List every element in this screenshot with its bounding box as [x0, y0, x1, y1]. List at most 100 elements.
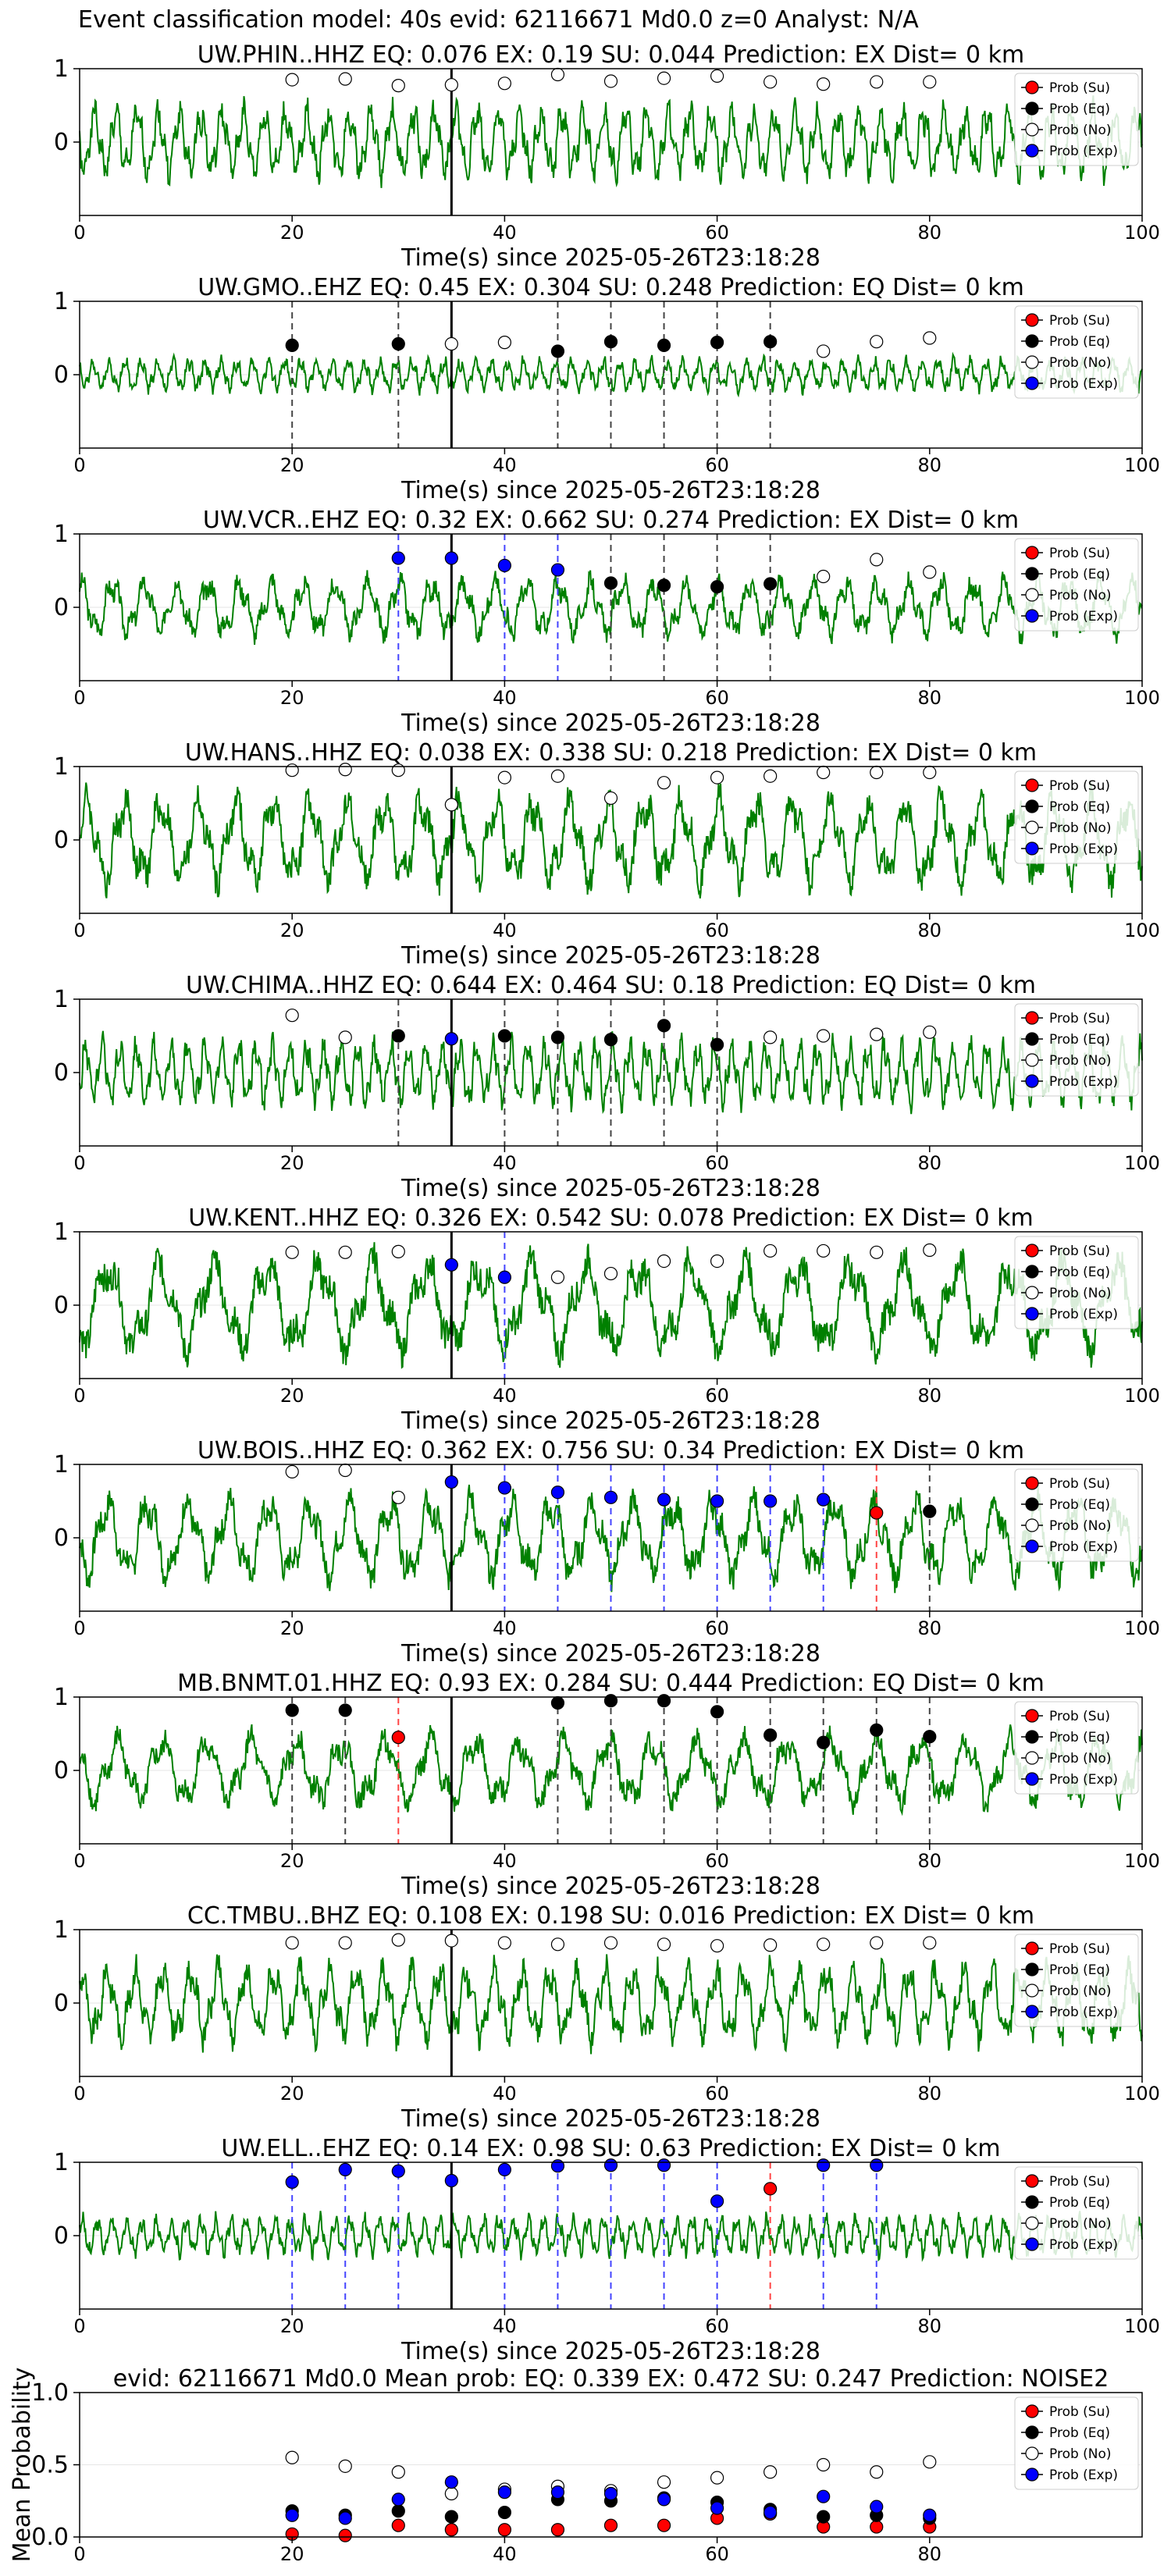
prob-marker-no — [657, 1254, 671, 1268]
legend-box — [1014, 1934, 1139, 2027]
mean-prob-marker-exp — [285, 2508, 299, 2522]
legend-box — [1014, 1701, 1139, 1795]
legend-label: Prob (Eq) — [1049, 2195, 1110, 2211]
mean-prob-marker-exp — [550, 2485, 565, 2500]
legend-label: Prob (No) — [1049, 2446, 1112, 2462]
prob-marker-eq — [603, 1033, 618, 1047]
x-tick-label: 20 — [280, 1850, 304, 1872]
x-tick-label: 60 — [705, 2083, 729, 2105]
legend-marker-eq — [1025, 1730, 1039, 1744]
y-tick-label: 0 — [54, 594, 69, 621]
mean-prob-marker-su — [497, 2523, 512, 2537]
legend-marker-eq — [1025, 1265, 1039, 1279]
y-tick-label: 1 — [54, 521, 69, 548]
x-tick-label: 0 — [73, 1617, 85, 1639]
prob-marker-exp — [444, 1032, 458, 1046]
legend-marker-su — [1025, 778, 1039, 792]
prob-marker-no — [391, 1933, 405, 1947]
y-tick-label: 0 — [54, 827, 69, 854]
mean-prob-marker-no — [817, 2457, 831, 2472]
x-tick-label: 80 — [918, 2083, 942, 2105]
legend-label: Prob (Eq) — [1049, 334, 1110, 350]
legend-label: Prob (Su) — [1049, 546, 1110, 561]
x-tick-label: 0 — [73, 2083, 85, 2105]
x-axis-label: Time(s) since 2025-05-26T23:18:28 — [400, 1640, 820, 1667]
y-tick-label: 0.0 — [31, 2524, 69, 2551]
prob-marker-exp — [391, 2164, 405, 2178]
legend-marker-no — [1025, 2446, 1039, 2460]
prob-marker-exp — [444, 1258, 458, 1272]
panel-3: UW.HANS..HHZ EQ: 0.038 EX: 0.338 SU: 0.2… — [54, 739, 1160, 970]
prob-marker-eq — [870, 1723, 884, 1737]
x-tick-label: 20 — [280, 1152, 304, 1174]
panel-1: UW.GMO..EHZ EQ: 0.45 EX: 0.304 SU: 0.248… — [54, 274, 1160, 504]
mean-prob-marker-no — [923, 2455, 937, 2469]
legend-marker-exp — [1025, 376, 1039, 390]
mean-prob-marker-exp — [870, 2500, 884, 2514]
x-tick-label: 20 — [280, 222, 304, 244]
prob-marker-no — [391, 1244, 405, 1258]
prob-marker-no — [603, 1936, 618, 1950]
legend-label: Prob (Su) — [1049, 1011, 1110, 1026]
y-tick-label: 0 — [54, 1059, 69, 1087]
prob-marker-no — [285, 1464, 299, 1479]
prob-marker-eq — [923, 1730, 937, 1744]
x-tick-label: 0 — [73, 920, 85, 941]
prob-marker-no — [923, 565, 937, 579]
x-tick-label: 80 — [918, 454, 942, 476]
legend-label: Prob (No) — [1049, 1751, 1112, 1767]
prob-marker-eq — [603, 1694, 618, 1708]
mean-prob-marker-eq — [391, 2504, 405, 2518]
prob-marker-eq — [338, 1703, 352, 1717]
prob-marker-no — [550, 1937, 565, 1952]
legend-marker-eq — [1025, 1962, 1039, 1976]
prob-marker-no — [657, 1937, 671, 1952]
legend-label: Prob (No) — [1049, 1053, 1112, 1069]
x-tick-label: 60 — [705, 222, 729, 244]
x-tick-label: 20 — [280, 920, 304, 941]
x-tick-label: 60 — [705, 454, 729, 476]
panel-title: MB.BNMT.01.HHZ EQ: 0.93 EX: 0.284 SU: 0.… — [177, 1670, 1045, 1697]
prob-marker-eq — [391, 336, 405, 351]
x-tick-label: 20 — [280, 2083, 304, 2105]
x-axis-label: Time(s) since 2025-05-26T23:18:28 — [400, 942, 820, 970]
prob-marker-no — [444, 1934, 458, 1948]
prob-marker-no — [603, 74, 618, 88]
legend-marker-no — [1025, 820, 1039, 834]
prob-marker-no — [603, 791, 618, 806]
prob-marker-exp — [497, 2162, 512, 2176]
prob-marker-no — [763, 769, 778, 783]
prob-marker-no — [497, 76, 512, 91]
legend-label: Prob (Su) — [1049, 1244, 1110, 1259]
panel-7: MB.BNMT.01.HHZ EQ: 0.93 EX: 0.284 SU: 0.… — [54, 1670, 1160, 1900]
panel-title: evid: 62116671 Md0.0 Mean prob: EQ: 0.33… — [113, 2365, 1109, 2393]
x-tick-label: 100 — [1124, 454, 1160, 476]
prob-marker-exp — [817, 2158, 831, 2172]
prob-marker-eq — [710, 580, 724, 594]
y-tick-label: 1 — [54, 753, 69, 781]
legend-label: Prob (Su) — [1049, 1709, 1110, 1724]
prob-marker-eq — [657, 338, 671, 352]
panel-6: UW.BOIS..HHZ EQ: 0.362 EX: 0.756 SU: 0.3… — [54, 1437, 1160, 1667]
x-tick-label: 100 — [1124, 1617, 1160, 1639]
prob-marker-no — [444, 336, 458, 351]
legend-label: Prob (Su) — [1049, 778, 1110, 794]
legend-marker-eq — [1025, 2195, 1039, 2209]
legend-label: Prob (Exp) — [1049, 1307, 1118, 1322]
x-tick-label: 40 — [493, 454, 517, 476]
prob-marker-no — [763, 1030, 778, 1044]
prob-marker-exp — [444, 551, 458, 565]
legend-marker-no — [1025, 1751, 1039, 1765]
prob-marker-eq — [763, 577, 778, 591]
x-tick-label: 80 — [918, 920, 942, 941]
x-tick-label: 80 — [918, 1152, 942, 1174]
prob-marker-no — [550, 67, 565, 82]
legend-marker-eq — [1025, 567, 1039, 581]
x-axis-label: Time(s) since 2025-05-26T23:18:28 — [400, 244, 820, 272]
prob-marker-exp — [603, 1490, 618, 1504]
legend-marker-no — [1025, 1053, 1039, 1067]
x-tick-label: 40 — [493, 2543, 517, 2565]
legend-label: Prob (No) — [1049, 820, 1112, 836]
x-tick-label: 60 — [705, 687, 729, 709]
legend-label: Prob (No) — [1049, 1286, 1112, 1301]
